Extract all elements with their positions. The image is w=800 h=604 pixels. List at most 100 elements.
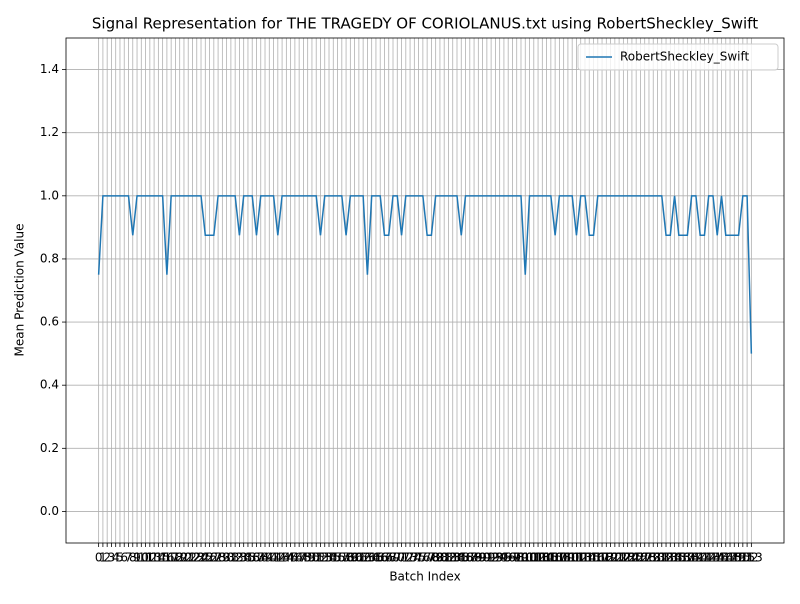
x-tick-label: 110 bbox=[556, 551, 579, 565]
x-tick-label: 99 bbox=[513, 551, 528, 565]
x-tick-label: 54 bbox=[321, 551, 336, 565]
x-tick-label: 79 bbox=[428, 551, 443, 565]
x-tick-label: 121 bbox=[603, 551, 626, 565]
x-tick-label: 23 bbox=[189, 551, 204, 565]
x-tick-label: 150 bbox=[727, 551, 750, 565]
x-tick-label: 109 bbox=[552, 551, 575, 565]
x-tick-label: 83 bbox=[445, 551, 460, 565]
x-tick-label: 36 bbox=[245, 551, 260, 565]
x-tick-label: 142 bbox=[693, 551, 716, 565]
x-tick-label: 144 bbox=[702, 551, 725, 565]
x-tick-label: 98 bbox=[509, 551, 524, 565]
x-tick-label: 95 bbox=[496, 551, 511, 565]
x-tick-label: 76 bbox=[415, 551, 430, 565]
x-tick-label: 97 bbox=[505, 551, 520, 565]
x-tick-label: 65 bbox=[368, 551, 383, 565]
x-tick-label: 6 bbox=[120, 551, 128, 565]
x-tick-label: 37 bbox=[249, 551, 264, 565]
x-tick-label: 113 bbox=[569, 551, 592, 565]
x-tick-label: 112 bbox=[565, 551, 588, 565]
x-tick-label: 91 bbox=[479, 551, 494, 565]
x-tick-label: 105 bbox=[535, 551, 558, 565]
x-tick-label: 84 bbox=[449, 551, 464, 565]
x-tick-label: 56 bbox=[330, 551, 345, 565]
x-tick-label: 57 bbox=[334, 551, 349, 565]
x-tick-label: 26 bbox=[202, 551, 217, 565]
x-tick-label: 70 bbox=[390, 551, 405, 565]
x-tick-label: 96 bbox=[501, 551, 516, 565]
x-tick-label: 88 bbox=[466, 551, 481, 565]
x-tick-label: 129 bbox=[638, 551, 661, 565]
x-tick-label: 25 bbox=[198, 551, 213, 565]
x-tick-label: 153 bbox=[740, 551, 763, 565]
x-tick-label: 85 bbox=[454, 551, 469, 565]
x-tick-label: 59 bbox=[343, 551, 358, 565]
x-tick-label: 118 bbox=[591, 551, 614, 565]
x-tick-label: 141 bbox=[689, 551, 712, 565]
y-tick-label: 1.4 bbox=[40, 62, 59, 76]
x-axis-label: Batch Index bbox=[389, 570, 460, 584]
x-tick-label: 49 bbox=[300, 551, 315, 565]
x-tick-label: 62 bbox=[355, 551, 370, 565]
x-tick-label: 21 bbox=[181, 551, 196, 565]
x-tick-label: 74 bbox=[407, 551, 422, 565]
x-tick-label: 100 bbox=[514, 551, 537, 565]
x-tick-label: 117 bbox=[586, 551, 609, 565]
x-tick-label: 40 bbox=[262, 551, 277, 565]
x-tick-label: 14 bbox=[151, 551, 166, 565]
x-tick-label: 7 bbox=[125, 551, 133, 565]
x-tick-label: 41 bbox=[266, 551, 281, 565]
x-tick-label: 15 bbox=[155, 551, 170, 565]
x-tick-label: 8 bbox=[129, 551, 137, 565]
x-tick-label: 80 bbox=[432, 551, 447, 565]
x-tick-label: 115 bbox=[578, 551, 601, 565]
x-tick-label: 135 bbox=[663, 551, 686, 565]
x-tick-label: 82 bbox=[441, 551, 456, 565]
x-tick-label: 72 bbox=[398, 551, 413, 565]
x-tick-label: 5 bbox=[116, 551, 124, 565]
x-tick-label: 47 bbox=[292, 551, 307, 565]
x-tick-label: 4 bbox=[112, 551, 120, 565]
x-tick-label: 9 bbox=[133, 551, 141, 565]
x-tick-label: 12 bbox=[142, 551, 157, 565]
x-tick-label: 116 bbox=[582, 551, 605, 565]
x-tick-label: 10 bbox=[134, 551, 149, 565]
y-axis-label: Mean Prediction Value bbox=[13, 224, 27, 357]
x-tick-label: 147 bbox=[714, 551, 737, 565]
x-tick-label: 44 bbox=[279, 551, 294, 565]
x-tick-label: 124 bbox=[616, 551, 639, 565]
x-tick-label: 107 bbox=[544, 551, 567, 565]
x-tick-label: 16 bbox=[159, 551, 174, 565]
x-tick-label: 28 bbox=[210, 551, 225, 565]
x-tick-label: 87 bbox=[462, 551, 477, 565]
x-tick-label: 151 bbox=[731, 551, 754, 565]
x-tick-label: 63 bbox=[360, 551, 375, 565]
x-tick-label: 145 bbox=[706, 551, 729, 565]
x-tick-label: 75 bbox=[411, 551, 426, 565]
x-tick-label: 18 bbox=[168, 551, 183, 565]
x-tick-label: 140 bbox=[684, 551, 707, 565]
x-tick-label: 58 bbox=[338, 551, 353, 565]
x-tick-label: 93 bbox=[488, 551, 503, 565]
x-tick-label: 114 bbox=[574, 551, 597, 565]
x-tick-label: 30 bbox=[219, 551, 234, 565]
x-tick-label: 131 bbox=[646, 551, 669, 565]
x-tick-label: 66 bbox=[373, 551, 388, 565]
x-tick-label: 17 bbox=[164, 551, 179, 565]
x-tick-label: 20 bbox=[176, 551, 191, 565]
x-tick-label: 34 bbox=[236, 551, 251, 565]
x-tick-label: 111 bbox=[561, 551, 584, 565]
x-tick-label: 60 bbox=[347, 551, 362, 565]
x-tick-label: 3 bbox=[108, 551, 116, 565]
x-tick-label: 77 bbox=[419, 551, 434, 565]
x-tick-label: 45 bbox=[283, 551, 298, 565]
x-tick-label: 92 bbox=[483, 551, 498, 565]
x-tick-label: 125 bbox=[620, 551, 643, 565]
y-tick-label: 1.2 bbox=[40, 125, 59, 139]
x-tick-label: 29 bbox=[215, 551, 230, 565]
x-tick-label: 42 bbox=[270, 551, 285, 565]
legend-label: RobertSheckley_Swift bbox=[620, 50, 750, 64]
x-tick-label: 33 bbox=[232, 551, 247, 565]
x-tick-label: 143 bbox=[697, 551, 720, 565]
